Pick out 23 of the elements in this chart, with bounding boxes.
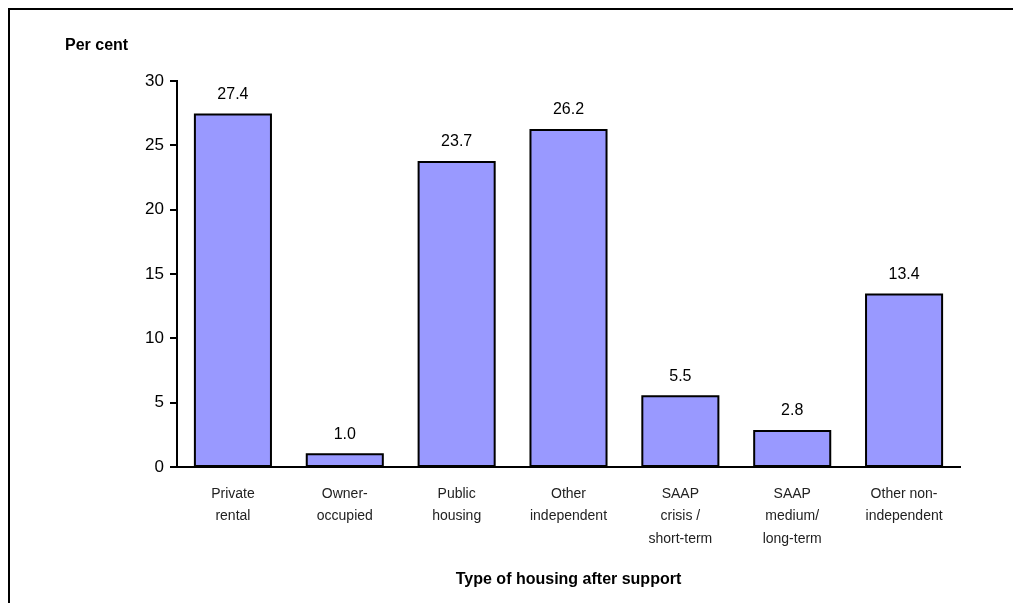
data-label: 5.5 (669, 366, 692, 384)
y-axis-title: Per cent (65, 36, 129, 54)
y-tick-label: 20 (145, 199, 164, 219)
y-tick-label: 10 (145, 328, 164, 348)
data-label: 27.4 (217, 84, 249, 102)
data-label: 1.0 (333, 424, 356, 442)
y-tick-label: 0 (154, 456, 164, 476)
x-tick-label: Other independent (529, 485, 608, 524)
x-tick-label: Other non- independent (865, 485, 943, 524)
x-axis-title: Type of housing after support (455, 569, 682, 587)
data-label: 23.7 (441, 132, 473, 150)
x-tick-label: Private rental (211, 485, 255, 524)
data-label: 13.4 (888, 264, 920, 282)
y-tick-label: 15 (145, 263, 164, 283)
data-label: 26.2 (552, 100, 585, 118)
data-label: 2.8 (781, 401, 804, 419)
y-tick-label: 25 (145, 135, 164, 155)
x-tick-label: Public housing (432, 485, 482, 524)
y-tick-label: 5 (154, 392, 164, 412)
x-tick-label: Owner- occupied (316, 485, 373, 524)
x-tick-label: SAAP medium/ long-term (762, 485, 822, 546)
x-tick-label: SAAP crisis / short-term (648, 485, 713, 546)
y-tick-label: 30 (145, 70, 164, 90)
